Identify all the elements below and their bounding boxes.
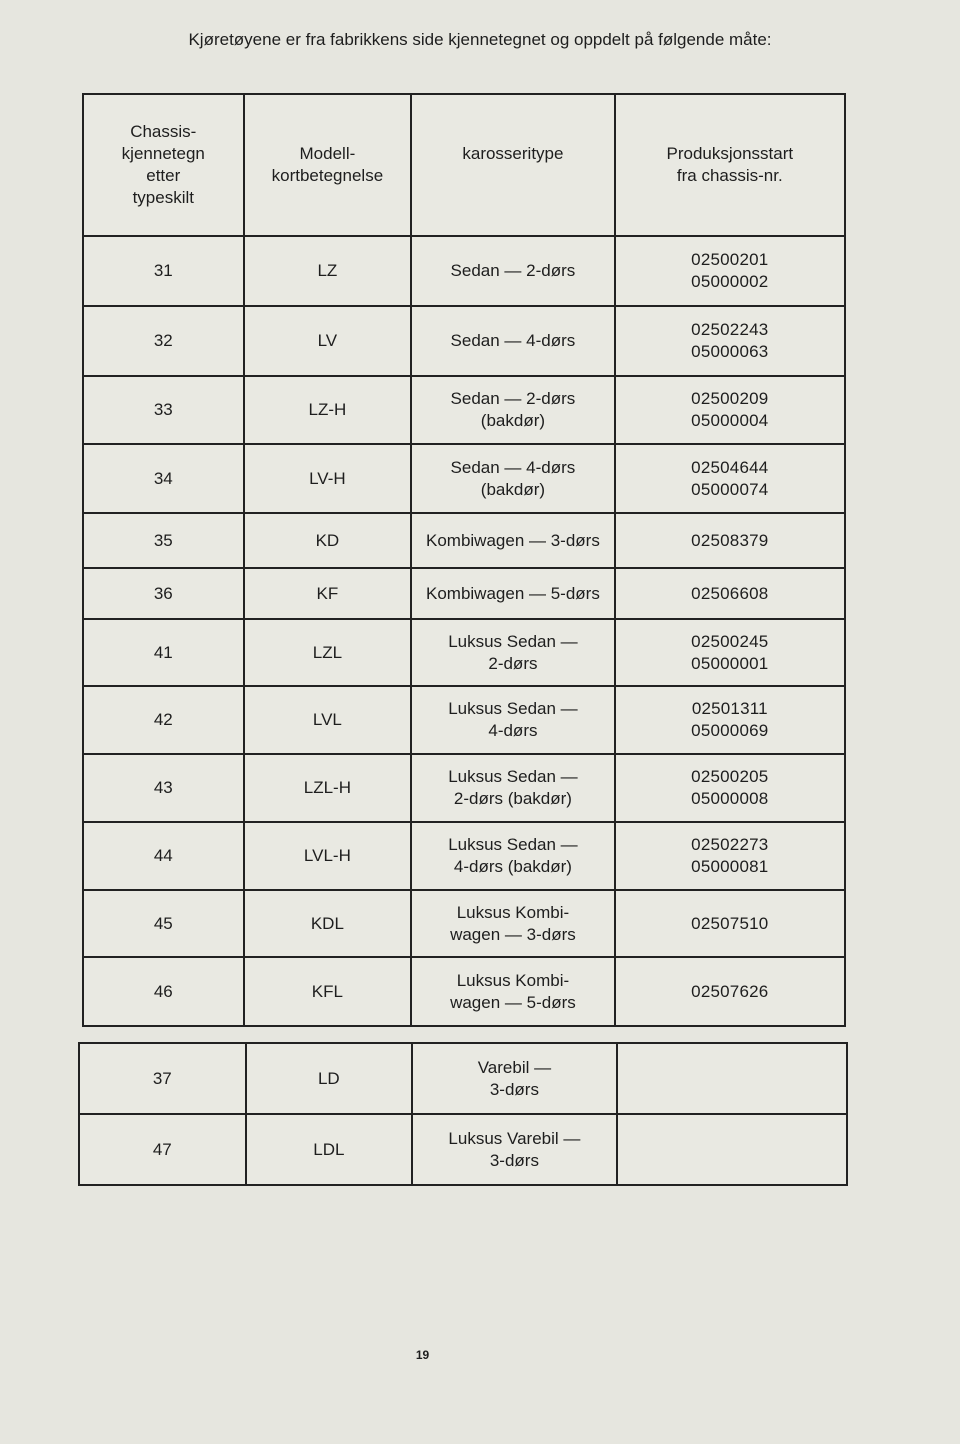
- body-type: Luksus Kombi- wagen — 3-dørs: [410, 889, 616, 958]
- chassis-code: 37: [78, 1042, 247, 1115]
- body-type: Sedan — 2-dørs: [410, 235, 616, 307]
- table-row: 41 LZL Luksus Sedan — 2-dørs 02500245 05000…: [82, 618, 847, 687]
- van-table: 37 LD Varebil — 3-dørs 47 LDL Luksus Varebil …: [78, 1042, 849, 1186]
- table-row: 37 LD Varebil — 3-dørs: [78, 1042, 849, 1115]
- vehicle-table: Chassis- kjennetegn etter typeskilt Mode…: [82, 93, 847, 1027]
- production-start: 02500201 05000002: [613, 235, 847, 307]
- body-type: Luksus Sedan — 2-dørs (bakdør): [410, 753, 616, 823]
- header-production-start: Produksjonsstart fra chassis-nr.: [613, 93, 847, 237]
- model-code: LD: [244, 1042, 414, 1115]
- production-start: 02501311 05000069: [613, 685, 847, 755]
- production-start: 02508379: [613, 512, 847, 569]
- body-type: Sedan — 4-dørs: [410, 305, 616, 377]
- body-type: Kombiwagen — 3-dørs: [410, 512, 616, 569]
- production-start: [615, 1042, 849, 1115]
- table-row: 47 LDL Luksus Varebil — 3-dørs: [78, 1113, 849, 1186]
- model-code: KFL: [242, 956, 413, 1027]
- model-code: KDL: [242, 889, 413, 958]
- model-code: LZ: [242, 235, 413, 307]
- chassis-code: 46: [82, 956, 245, 1027]
- production-start: 02507626: [613, 956, 847, 1027]
- table-row: 33 LZ-H Sedan — 2-dørs (bakdør) 02500209 05…: [82, 375, 847, 445]
- table-header-row: Chassis- kjennetegn etter typeskilt Mode…: [82, 93, 847, 237]
- header-chassis: Chassis- kjennetegn etter typeskilt: [82, 93, 245, 237]
- body-type: Luksus Varebil — 3-dørs: [411, 1113, 618, 1186]
- chassis-code: 44: [82, 821, 245, 891]
- production-start: 02504644 05000074: [613, 443, 847, 514]
- production-start: 02500209 05000004: [613, 375, 847, 445]
- model-code: LVL: [242, 685, 413, 755]
- body-type: Sedan — 2-dørs (bakdør): [410, 375, 616, 445]
- model-code: LV: [242, 305, 413, 377]
- body-type: Luksus Sedan — 2-dørs: [410, 618, 616, 687]
- production-start: [615, 1113, 849, 1186]
- chassis-code: 31: [82, 235, 245, 307]
- chassis-code: 36: [82, 567, 245, 620]
- body-type: Sedan — 4-dørs (bakdør): [410, 443, 616, 514]
- table-row: 45 KDL Luksus Kombi- wagen — 3-dørs 0250751…: [82, 889, 847, 958]
- chassis-code: 43: [82, 753, 245, 823]
- model-code: KF: [242, 567, 413, 620]
- body-type: Luksus Kombi- wagen — 5-dørs: [410, 956, 616, 1027]
- production-start: 02500205 05000008: [613, 753, 847, 823]
- body-type: Varebil — 3-dørs: [411, 1042, 618, 1115]
- model-code: LZ-H: [242, 375, 413, 445]
- table-row: 31 LZ Sedan — 2-dørs 02500201 05000002: [82, 235, 847, 307]
- table-row: 36 KF Kombiwagen — 5-dørs 02506608: [82, 567, 847, 620]
- model-code: LVL-H: [242, 821, 413, 891]
- production-start: 02502243 05000063: [613, 305, 847, 377]
- chassis-code: 41: [82, 618, 245, 687]
- production-start: 02500245 05000001: [613, 618, 847, 687]
- production-start: 02506608: [613, 567, 847, 620]
- table-row: 34 LV-H Sedan — 4-dørs (bakdør) 02504644 05…: [82, 443, 847, 514]
- body-type: Kombiwagen — 5-dørs: [410, 567, 616, 620]
- chassis-code: 42: [82, 685, 245, 755]
- model-code: LDL: [244, 1113, 414, 1186]
- intro-text: Kjøretøyene er fra fabrikkens side kjenn…: [188, 30, 772, 49]
- table-row: 42 LVL Luksus Sedan — 4-dørs 02501311 05000…: [82, 685, 847, 755]
- table-row: 43 LZL-H Luksus Sedan — 2-dørs (bakdør) 025…: [82, 753, 847, 823]
- chassis-code: 34: [82, 443, 245, 514]
- page-number: 19: [415, 1348, 430, 1362]
- header-model: Modell- kortbetegnelse: [242, 93, 413, 237]
- table-row: 35 KD Kombiwagen — 3-dørs 02508379: [82, 512, 847, 569]
- body-type: Luksus Sedan — 4-dørs: [410, 685, 616, 755]
- chassis-code: 35: [82, 512, 245, 569]
- header-body-type: karosseritype: [410, 93, 616, 237]
- body-type: Luksus Sedan — 4-dørs (bakdør): [410, 821, 616, 891]
- production-start: 02502273 05000081: [613, 821, 847, 891]
- table-row: 46 KFL Luksus Kombi- wagen — 5-dørs 0250762…: [82, 956, 847, 1027]
- model-code: LZL: [242, 618, 413, 687]
- chassis-code: 45: [82, 889, 245, 958]
- model-code: LZL-H: [242, 753, 413, 823]
- chassis-code: 32: [82, 305, 245, 377]
- model-code: KD: [242, 512, 413, 569]
- model-code: LV-H: [242, 443, 413, 514]
- chassis-code: 47: [78, 1113, 247, 1186]
- table-row: 32 LV Sedan — 4-dørs 02502243 05000063: [82, 305, 847, 377]
- chassis-code: 33: [82, 375, 245, 445]
- production-start: 02507510: [613, 889, 847, 958]
- table-row: 44 LVL-H Luksus Sedan — 4-dørs (bakdør) 025…: [82, 821, 847, 891]
